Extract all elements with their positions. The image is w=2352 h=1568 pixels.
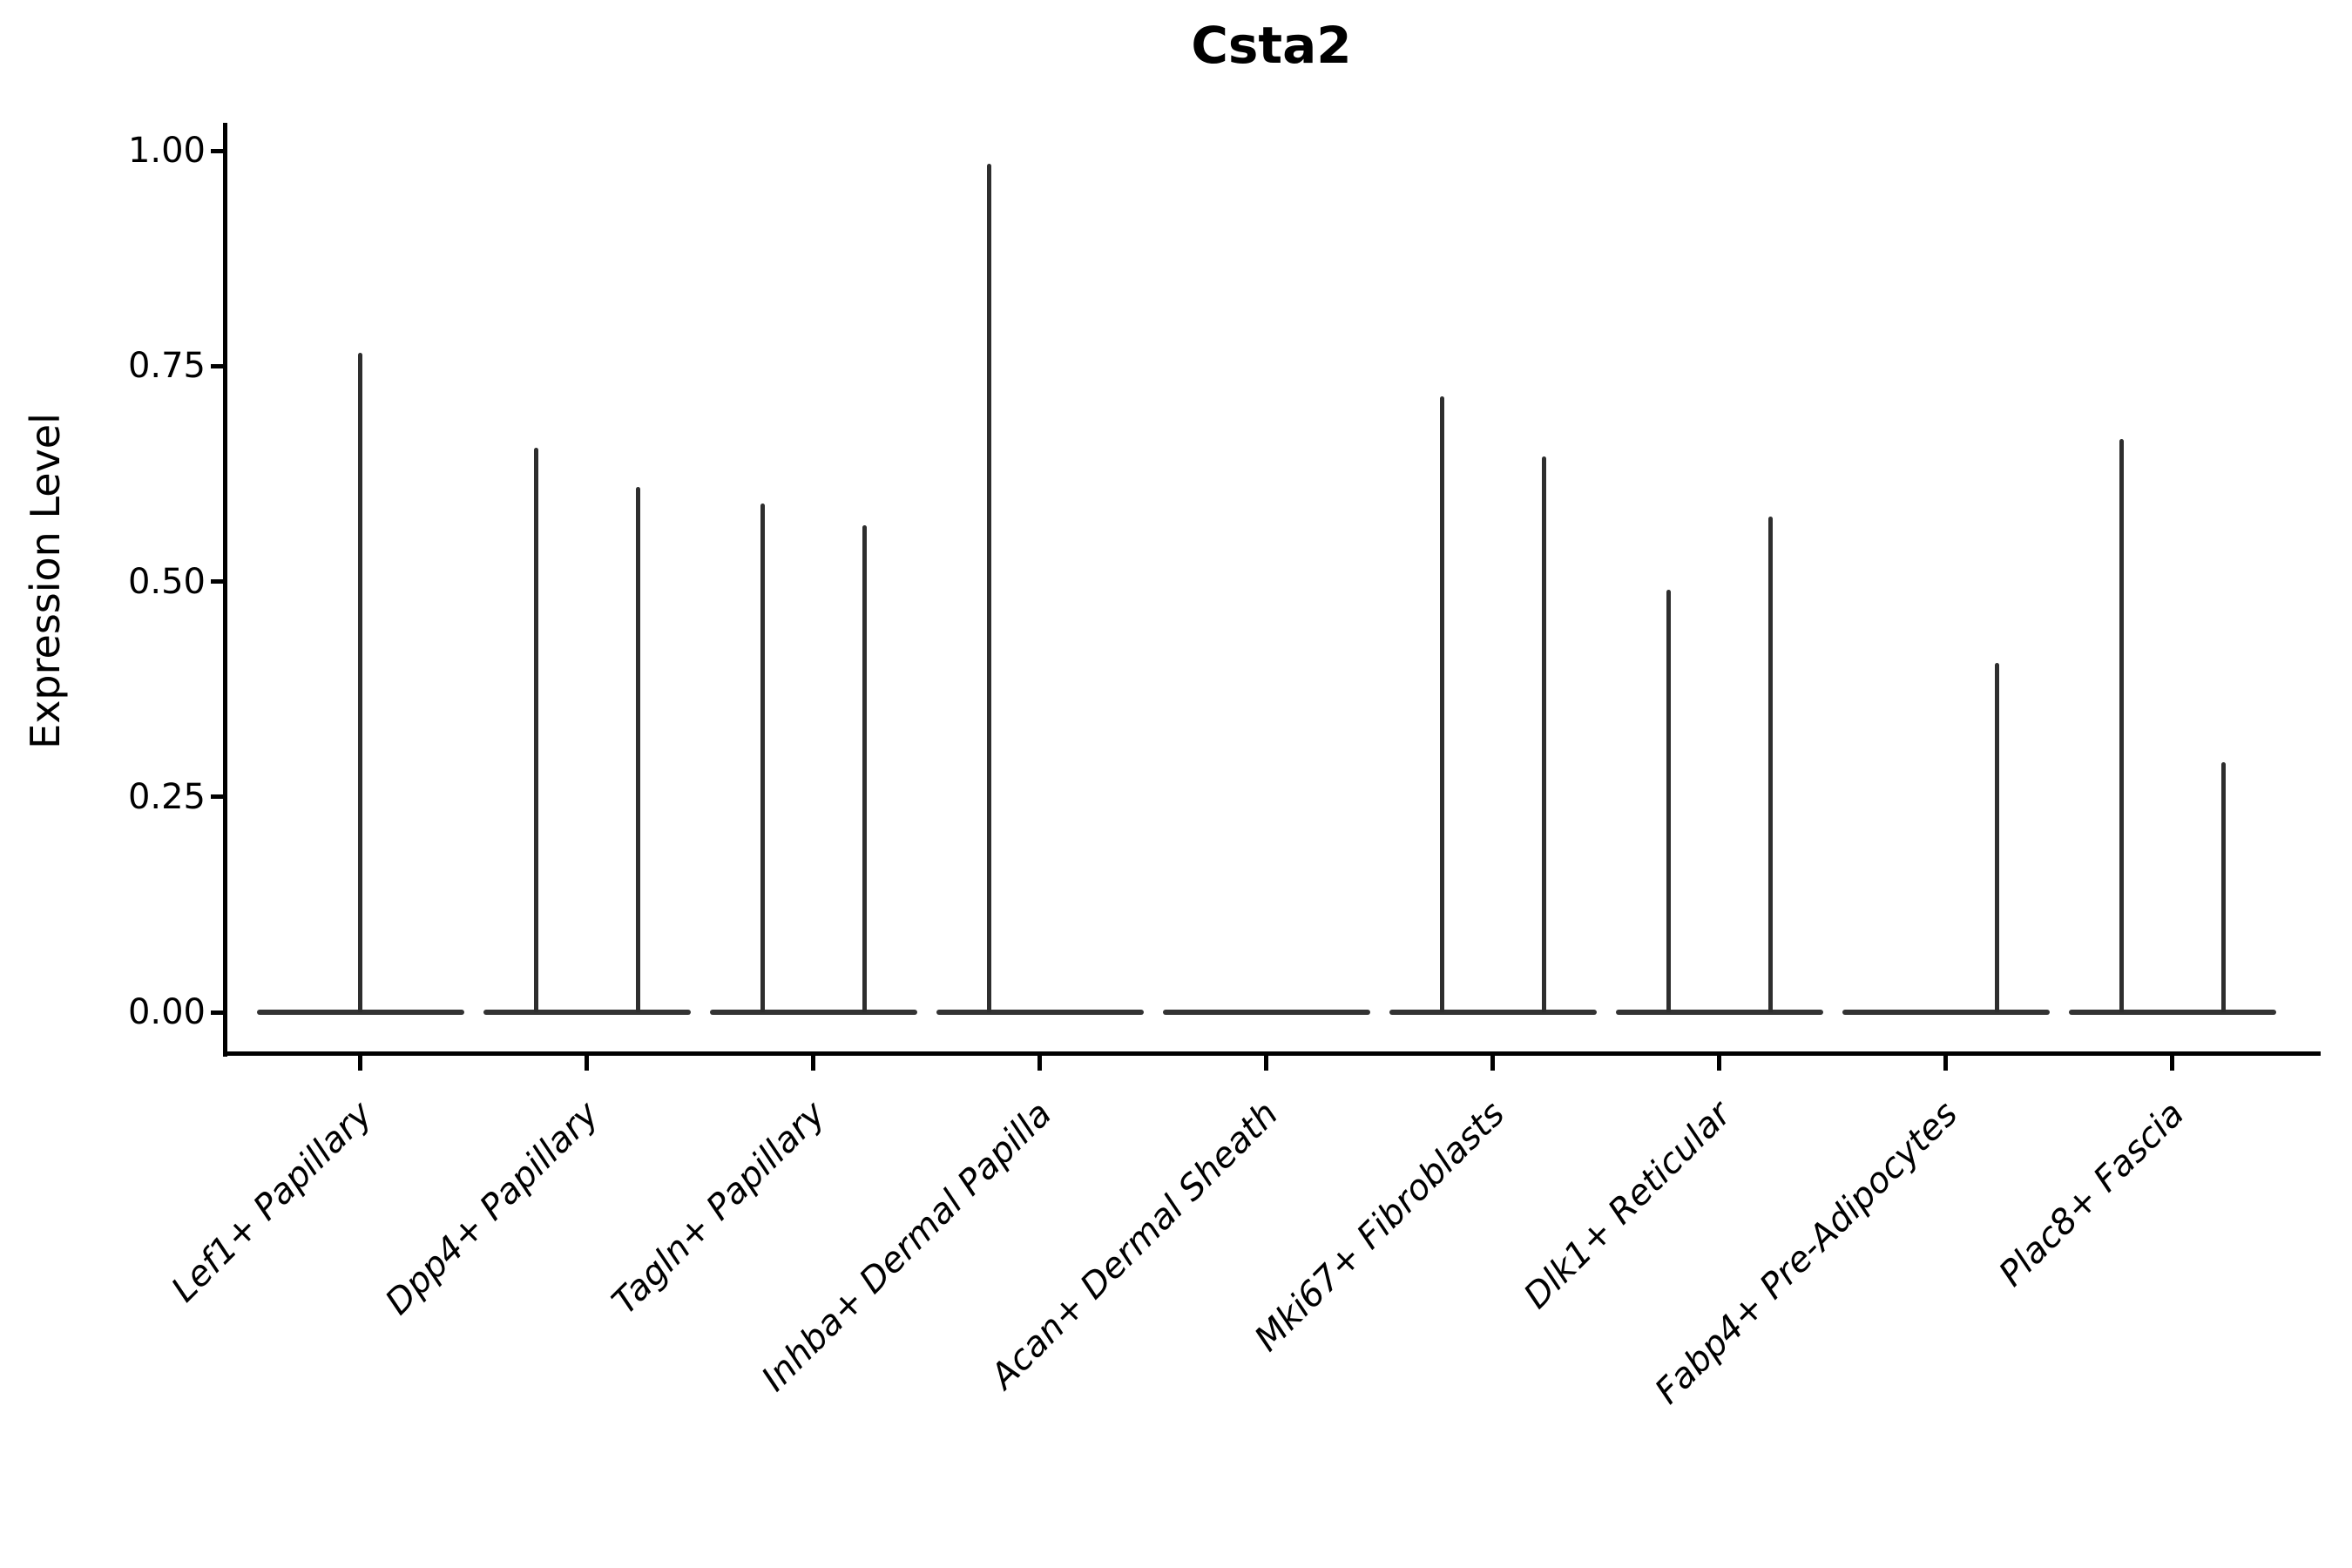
- x-category-label: Dpp4+ Papillary: [377, 1093, 606, 1323]
- y-axis-tick-label: 1.00: [127, 131, 206, 171]
- x-axis-tick: [1037, 1056, 1042, 1071]
- violin-body: [483, 1010, 691, 1015]
- x-axis-line: [223, 1051, 2321, 1056]
- violin-spike: [986, 163, 991, 1012]
- x-category-label: Mki67+ Fibroblasts: [1247, 1093, 1512, 1360]
- y-axis-tick-label: 0.75: [127, 346, 206, 387]
- violin-body: [1389, 1010, 1597, 1015]
- violin-body: [709, 1010, 917, 1015]
- violin-body: [1615, 1010, 1823, 1015]
- violin-spike: [1767, 517, 1773, 1012]
- violin-spike: [862, 525, 867, 1012]
- violin-spike: [2119, 439, 2124, 1012]
- violin-spike: [1541, 456, 1546, 1012]
- y-axis-tick: [211, 148, 223, 153]
- violin-body: [936, 1010, 1144, 1015]
- y-axis-tick: [211, 1010, 223, 1015]
- plot-title: Csta2: [1191, 16, 1352, 75]
- violin-spike: [760, 504, 765, 1012]
- y-axis-line: [223, 123, 227, 1057]
- violin-spike: [358, 353, 362, 1012]
- y-axis-tick: [211, 794, 223, 800]
- y-axis-tick: [211, 363, 223, 368]
- violin-body: [256, 1010, 464, 1015]
- violin-spike: [1439, 395, 1444, 1012]
- x-category-label: Dlk1+ Reticular: [1516, 1093, 1739, 1317]
- violin-spike: [533, 448, 538, 1012]
- x-category-label: Plac8+ Fascia: [1990, 1093, 2192, 1294]
- y-axis-label: Expression Level: [22, 413, 69, 749]
- violin-spike: [1994, 663, 1999, 1012]
- x-axis-tick: [2170, 1056, 2174, 1071]
- x-axis-tick: [1490, 1056, 1495, 1071]
- x-category-label: Tagln+ Papillary: [604, 1093, 833, 1322]
- x-axis-tick: [1943, 1056, 1948, 1071]
- x-axis-tick: [358, 1056, 362, 1071]
- x-axis-tick: [585, 1056, 589, 1071]
- violin-spike: [2220, 762, 2226, 1012]
- y-axis-tick-label: 0.25: [127, 776, 206, 817]
- y-axis-tick-label: 0.50: [127, 561, 206, 602]
- x-axis-tick: [1264, 1056, 1268, 1071]
- x-axis-tick: [1717, 1056, 1721, 1071]
- violin-body: [1162, 1010, 1370, 1015]
- violin-body: [2068, 1010, 2276, 1015]
- x-category-label: Lef1+ Papillary: [163, 1093, 380, 1310]
- violin-body: [1842, 1010, 2050, 1015]
- violin-spike: [1666, 590, 1671, 1012]
- violin-spike: [635, 486, 640, 1012]
- y-axis-tick: [211, 579, 223, 584]
- y-axis-tick-label: 0.00: [127, 992, 206, 1032]
- x-axis-tick: [811, 1056, 815, 1071]
